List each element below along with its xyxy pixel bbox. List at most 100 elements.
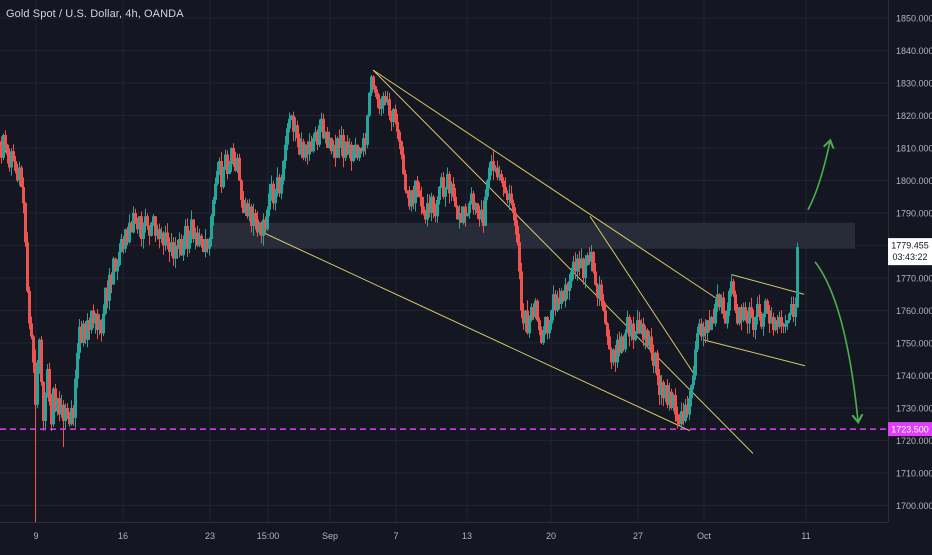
candle-down <box>400 140 403 160</box>
candle-body <box>156 229 159 236</box>
candle-body <box>58 398 61 415</box>
candle-down <box>24 201 27 247</box>
candle-body <box>288 118 291 129</box>
candle-body <box>688 398 691 415</box>
candle-body <box>366 115 369 145</box>
candle-body <box>154 216 157 236</box>
candle-body <box>286 128 289 145</box>
candle-up <box>694 340 697 380</box>
candle-down <box>416 176 419 198</box>
candle-body <box>64 408 67 421</box>
candle-body <box>680 411 683 425</box>
candle-body <box>332 144 335 152</box>
candle-body <box>620 336 623 353</box>
candle-body <box>242 200 245 213</box>
candle-up <box>336 136 339 158</box>
candle-body <box>740 307 743 321</box>
candle-up <box>304 144 307 162</box>
candle-up <box>494 165 497 173</box>
candle-body <box>546 317 549 334</box>
candle-body <box>168 242 171 252</box>
candle-body <box>74 378 77 418</box>
candle-up <box>486 179 489 201</box>
candle-down <box>350 141 353 171</box>
candle-up <box>586 252 589 266</box>
candle-body <box>54 388 57 412</box>
candle-body <box>276 177 279 191</box>
candle-body <box>78 326 81 353</box>
candle-down <box>658 368 661 406</box>
candle-body <box>648 336 651 347</box>
candle-down <box>202 238 205 253</box>
candle-down <box>562 290 565 303</box>
candle-up <box>508 184 511 211</box>
chart-title: Gold Spot / U.S. Dollar, 4h, OANDA <box>6 8 184 20</box>
candle-down <box>596 283 599 307</box>
candle-body <box>208 239 211 249</box>
candle-body <box>692 375 695 386</box>
candle-body <box>238 157 241 181</box>
candle-body <box>776 320 779 327</box>
candle-body <box>632 323 635 340</box>
candle-down <box>50 393 53 432</box>
candle-body <box>770 317 773 324</box>
candle-down <box>130 221 133 233</box>
candle-body <box>654 352 657 366</box>
candle-down <box>582 257 585 285</box>
candle-up <box>572 255 575 280</box>
candle-up <box>212 196 215 226</box>
candle-body <box>254 213 257 220</box>
candle-up <box>446 167 449 190</box>
candle-up <box>720 294 723 314</box>
candle-body <box>764 300 767 314</box>
candle-up <box>36 360 39 409</box>
candle-down <box>406 190 409 199</box>
candle-body <box>2 135 5 158</box>
candle-body <box>462 206 465 223</box>
candle-down <box>424 209 427 224</box>
candle-up <box>688 390 691 421</box>
candle-body <box>602 300 605 311</box>
candle-up <box>352 145 355 163</box>
candle-body <box>312 138 315 152</box>
candle-up <box>218 157 221 176</box>
candle-down <box>296 120 299 148</box>
candle-down <box>678 413 681 426</box>
candle-up <box>90 310 93 334</box>
candle-up <box>742 302 745 323</box>
candle-down <box>246 199 249 219</box>
candle-body <box>162 232 165 246</box>
candle-body <box>360 148 363 152</box>
y-tick-label: 1720.000 <box>896 436 932 446</box>
candle-body <box>524 310 527 324</box>
candle-body <box>290 115 293 119</box>
candle-up <box>584 254 587 289</box>
candle-body <box>626 317 629 334</box>
candle-up <box>560 288 563 310</box>
candle-body <box>640 323 643 334</box>
candle-body <box>700 323 703 337</box>
candle-body <box>550 310 553 324</box>
candle-body <box>560 291 563 304</box>
candle-body <box>758 304 761 317</box>
candle-down <box>388 92 391 120</box>
candle-body <box>650 336 653 353</box>
candle-up <box>672 393 675 412</box>
candle-down <box>604 302 607 326</box>
candle-body <box>212 200 215 217</box>
candle-up <box>778 311 781 329</box>
candle-body <box>62 404 65 421</box>
candle-down <box>674 388 677 422</box>
candle-up <box>262 213 265 246</box>
candle-body <box>90 310 93 330</box>
y-tick-label: 1840.000 <box>896 46 932 56</box>
candle-up <box>576 254 579 281</box>
candle-body <box>22 187 25 204</box>
candle-down <box>310 135 313 152</box>
candle-down <box>540 326 543 345</box>
candle-down <box>334 134 337 167</box>
candle-body <box>548 323 551 334</box>
candle-down <box>482 200 485 233</box>
